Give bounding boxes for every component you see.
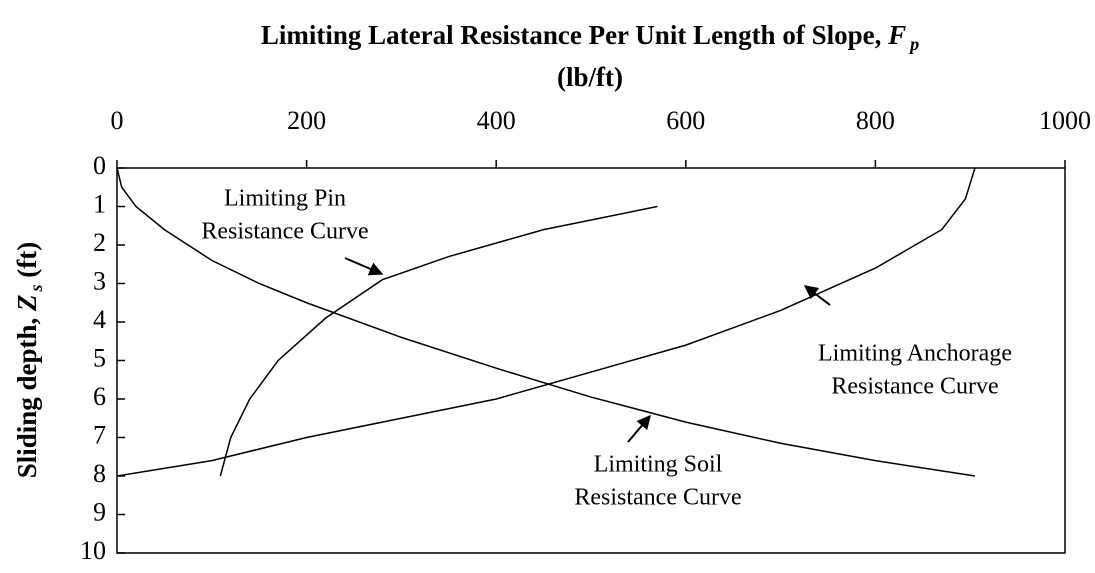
y-tick-label: 7 xyxy=(93,420,106,449)
x-tick-label: 200 xyxy=(287,106,326,135)
annotation: Limiting Soil xyxy=(594,452,723,478)
y-tick-label: 8 xyxy=(93,459,106,488)
curve xyxy=(116,167,976,477)
annotation: Resistance Curve xyxy=(831,374,998,400)
curve xyxy=(116,167,976,477)
y-axis-label: Sliding depth, Zs (ft) xyxy=(12,242,46,479)
curve xyxy=(219,205,658,477)
annotation: Limiting Pin xyxy=(224,186,346,212)
y-tick-label: 6 xyxy=(93,382,106,411)
chart-title: Limiting Lateral Resistance Per Unit Len… xyxy=(261,20,919,54)
y-tick-label: 0 xyxy=(93,151,106,180)
y-tick-label: 10 xyxy=(80,536,106,565)
annotation-arrow xyxy=(627,414,651,443)
annotation: Limiting Anchorage xyxy=(818,341,1012,367)
x-tick-label: 1000 xyxy=(1039,106,1091,135)
annotation-arrow xyxy=(803,285,831,306)
x-unit: (lb/ft) xyxy=(557,62,623,92)
annotation-arrow xyxy=(344,257,384,276)
annotation: Resistance Curve xyxy=(201,219,368,245)
y-tick-label: 1 xyxy=(93,189,106,218)
x-tick-label: 0 xyxy=(111,106,124,135)
x-tick-label: 800 xyxy=(856,106,895,135)
y-tick-label: 4 xyxy=(93,305,106,334)
y-tick-label: 5 xyxy=(93,343,106,372)
y-tick-label: 3 xyxy=(93,266,106,295)
y-tick-label: 9 xyxy=(93,497,106,526)
x-tick-label: 600 xyxy=(666,106,705,135)
x-tick-label: 400 xyxy=(477,106,516,135)
annotation: Resistance Curve xyxy=(574,485,741,511)
y-tick-label: 2 xyxy=(93,228,106,257)
